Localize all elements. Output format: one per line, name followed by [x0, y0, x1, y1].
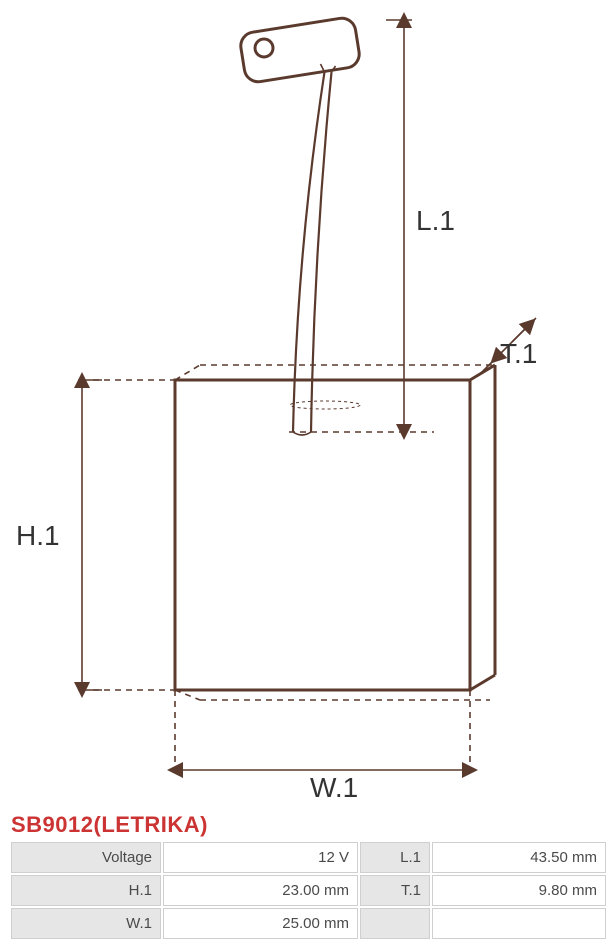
spec-label: T.1: [360, 875, 430, 906]
spec-value: 43.50 mm: [432, 842, 606, 873]
spec-value: [432, 908, 606, 939]
dimension-label-w1: W.1: [310, 772, 358, 804]
product-title: SB9012(LETRIKA): [11, 812, 208, 838]
spec-value: 23.00 mm: [163, 875, 358, 906]
table-row: Voltage12 VL.143.50 mm: [11, 842, 606, 873]
table-row: H.123.00 mmT.19.80 mm: [11, 875, 606, 906]
technical-diagram: L.1 H.1 W.1 T.1: [0, 0, 608, 800]
dimension-label-l1: L.1: [416, 205, 455, 237]
spec-label: [360, 908, 430, 939]
table-row: W.125.00 mm: [11, 908, 606, 939]
dimension-label-t1: T.1: [500, 338, 537, 370]
spec-value: 9.80 mm: [432, 875, 606, 906]
spec-label: W.1: [11, 908, 161, 939]
spec-label: L.1: [360, 842, 430, 873]
dimension-label-h1: H.1: [16, 520, 60, 552]
spec-value: 12 V: [163, 842, 358, 873]
spec-label: H.1: [11, 875, 161, 906]
spec-label: Voltage: [11, 842, 161, 873]
spec-table: Voltage12 VL.143.50 mmH.123.00 mmT.19.80…: [9, 840, 608, 941]
spec-value: 25.00 mm: [163, 908, 358, 939]
